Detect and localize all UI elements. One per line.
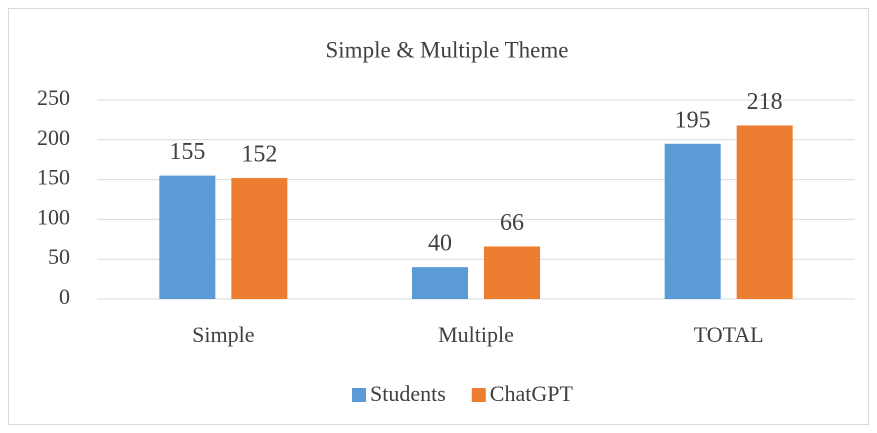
data-label: 195: [675, 107, 711, 133]
bar: [159, 175, 216, 299]
bar: [231, 178, 288, 299]
bar: [664, 143, 721, 299]
chart-border: [8, 8, 869, 425]
chart-title: Simple & Multiple Theme: [326, 37, 569, 62]
legend-label: ChatGPT: [490, 381, 574, 406]
y-tick-label: 150: [37, 165, 70, 190]
legend-label: Students: [370, 381, 446, 406]
bar: [736, 125, 793, 299]
bar: [412, 267, 468, 299]
bar: [484, 246, 540, 299]
data-label: 66: [500, 210, 524, 236]
data-label: 218: [747, 89, 783, 115]
legend-swatch: [352, 388, 366, 402]
y-tick-label: 100: [37, 204, 70, 229]
y-tick-label: 0: [59, 284, 70, 309]
x-tick-label: TOTAL: [694, 322, 764, 347]
data-label: 152: [241, 142, 277, 168]
y-tick-label: 250: [37, 85, 70, 110]
data-label: 155: [169, 139, 205, 165]
legend-swatch: [471, 388, 486, 402]
y-tick-label: 200: [37, 125, 70, 150]
data-label: 40: [428, 231, 452, 257]
x-tick-label: Multiple: [438, 322, 514, 347]
x-tick-label: Simple: [192, 322, 254, 347]
y-tick-label: 50: [48, 244, 70, 269]
